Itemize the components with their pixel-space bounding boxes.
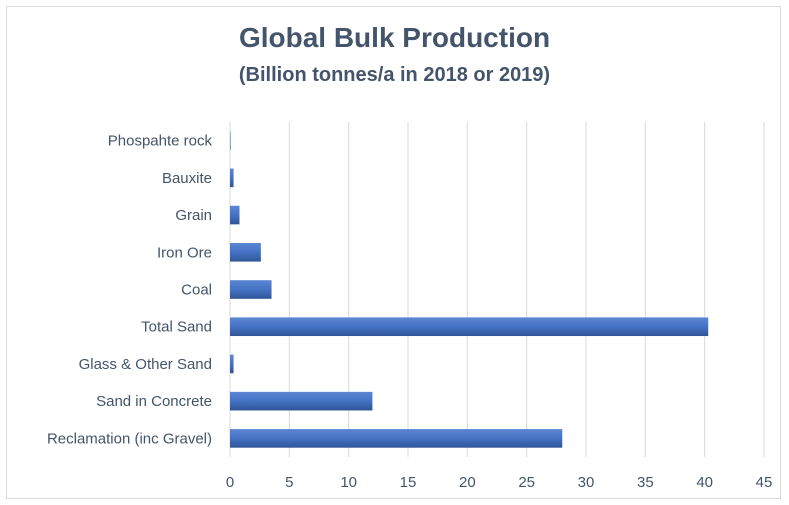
bar-bauxite <box>230 168 234 188</box>
x-tick-label: 10 <box>340 474 357 491</box>
bar-total-sand <box>230 317 709 337</box>
category-label: Sand in Concrete <box>96 393 212 410</box>
chart-subtitle: (Billion tonnes/a in 2018 or 2019) <box>238 64 551 86</box>
category-labels: Phospahte rock Bauxite Grain Iron Ore Coal To… <box>47 133 213 448</box>
bar-sand-in-concrete <box>230 391 373 411</box>
chart-title: Global Bulk Production <box>238 22 551 53</box>
bar-reclamation-inc-gravel <box>230 429 563 448</box>
x-tick-label: 35 <box>637 474 654 491</box>
category-label: Bauxite <box>162 170 212 187</box>
x-tick-label: 20 <box>459 474 476 491</box>
category-label: Grain <box>175 207 212 224</box>
x-tick-label: 5 <box>285 474 293 491</box>
x-tick-label: 40 <box>696 474 713 491</box>
category-label: Phospahte rock <box>108 133 213 150</box>
chart-frame <box>6 6 781 499</box>
bar-glass-other-sand <box>230 354 234 374</box>
x-tick-label: 15 <box>400 474 417 491</box>
category-label: Iron Ore <box>157 244 212 261</box>
category-label: Reclamation (inc Gravel) <box>47 430 212 447</box>
x-tick-label: 30 <box>578 474 595 491</box>
x-tick-labels: 0 5 10 15 20 25 30 35 40 45 <box>226 474 773 491</box>
bar-coal <box>230 280 272 299</box>
bar-phospahte-rock <box>230 131 231 150</box>
x-tick-label: 45 <box>756 474 773 491</box>
x-tick-label: 0 <box>226 474 234 491</box>
bar-grain <box>230 205 240 225</box>
category-label: Glass & Other Sand <box>79 356 212 373</box>
bar-iron-ore <box>230 242 261 262</box>
gridlines <box>229 122 765 457</box>
x-tick-label: 25 <box>518 474 535 491</box>
bars <box>230 131 709 448</box>
category-label: Coal <box>181 282 212 299</box>
category-label: Total Sand <box>141 319 212 336</box>
